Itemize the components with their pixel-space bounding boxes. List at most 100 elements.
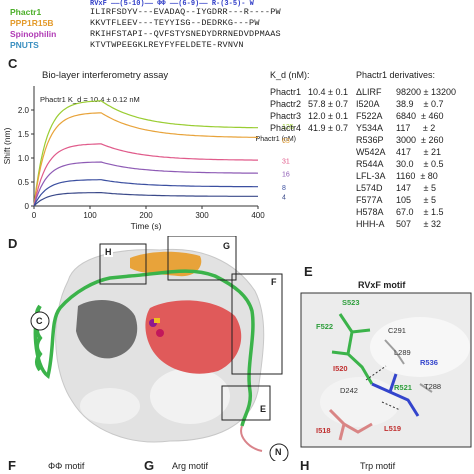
derivative-value: 3000 ± 260 (396, 135, 444, 145)
panel-label-f: F (8, 458, 16, 473)
derivative-value: 117 ± 2 (396, 123, 436, 133)
y-tick-label: 1.5 (18, 130, 30, 139)
panel-label-g: G (144, 458, 155, 473)
derivative-name: F577A (356, 195, 383, 205)
surface-highlight (150, 368, 230, 424)
panel-label-c: C (8, 56, 18, 71)
green-sticks (331, 313, 374, 385)
residue-label: T288 (424, 382, 442, 391)
kd-name: Phactr4 (270, 123, 302, 133)
series-line (33, 112, 258, 207)
derivative-value: 98200 ± 13200 (396, 87, 456, 97)
series-line (33, 179, 258, 207)
y-tick-label: 0.5 (18, 178, 30, 187)
derivative-name: I520A (356, 99, 380, 109)
c-terminus-label: C (36, 316, 43, 326)
panel-label-d: D (8, 236, 18, 251)
series-label: 125 (282, 124, 294, 131)
derivative-name: R536P (356, 135, 384, 145)
c-terminus-circle (30, 311, 50, 331)
kd-annotation: Phactr1 K_d = 10.4 ± 0.12 nM (40, 95, 140, 104)
box-e (221, 385, 271, 421)
kd-value: 10.4 ± 0.1 (308, 87, 348, 97)
inset-surface (320, 377, 400, 427)
derivative-value: 417 ± 21 (396, 147, 441, 157)
peptide-chain (33, 269, 255, 427)
seq-phactr1: ILIRFSDYV---EVADAQ--IYGDRR---R----PW (90, 7, 281, 17)
derivative-value: 1160 ± 80 (396, 171, 438, 181)
box-f (231, 273, 283, 375)
derivative-value: 67.0 ± 1.5 (396, 207, 444, 217)
peptide-tail (240, 425, 263, 452)
y-tick-label: 1.0 (18, 154, 30, 163)
x-axis-label: Time (s) (131, 221, 162, 231)
phosphate (154, 318, 160, 323)
residue-label: R536 (420, 358, 438, 367)
series-line (33, 143, 258, 207)
pink-sticks (328, 408, 373, 441)
motif-header: RVxF ——(5-10)—— ΦΦ ——(6-9)—— R-(3-5)- W (90, 0, 254, 8)
derivative-value: 507 ± 32 (396, 219, 441, 229)
derivative-value: 6840 ± 460 (396, 111, 444, 121)
series-line (33, 100, 258, 207)
x-tick-label: 400 (251, 211, 265, 220)
x-tick-label: 0 (32, 211, 37, 220)
bli-chart: 0 100 200 300 400 0 0.5 1.0 1.5 2.0 Time (s) Shift … (2, 86, 296, 231)
panel-label-e: E (304, 264, 313, 279)
derivative-name: H578A (356, 207, 384, 217)
inset-e-structure (300, 292, 472, 448)
hbond (365, 365, 401, 411)
panel-h-title: Trp motif (360, 461, 396, 471)
surface-highlight (80, 388, 140, 424)
n-terminus-label: N (275, 447, 282, 457)
y-tick-label: 2.0 (18, 106, 30, 115)
y-axis-label: Shift (nm) (2, 127, 12, 164)
kd-header: K_d (nM): (270, 70, 310, 80)
series-label: 31 (282, 158, 290, 165)
panel-label-h: H (300, 458, 310, 473)
seq-name-pnuts: PNUTS (10, 40, 39, 50)
y-tick-label: 0 (25, 202, 30, 211)
derivatives-header: Phactr1 derivatives: (356, 70, 436, 80)
derivative-name: W542A (356, 147, 386, 157)
kd-value: 57.8 ± 0.7 (308, 99, 348, 109)
derivative-name: ΔLIRF (356, 87, 382, 97)
n-terminus-circle (269, 443, 289, 461)
seq-pnuts: KTVTWPEEGKLREYFYFELDETE-RVNVN (90, 40, 244, 50)
derivative-name: Y534A (356, 123, 384, 133)
kd-name: Phactr3 (270, 111, 302, 121)
derivative-value: 38.9 ± 0.7 (396, 99, 444, 109)
derivative-value: 105 ± 5 (396, 195, 436, 205)
blue-sticks (371, 373, 420, 417)
legend-title: Phactr1 (nM) (256, 136, 296, 143)
residue-label: I518 (316, 426, 331, 435)
residue-label: S523 (342, 298, 360, 307)
series-label: 16 (282, 171, 290, 178)
derivative-name: LFL-3A (356, 171, 386, 181)
panel-g-title: Arg motif (172, 461, 209, 471)
box-label-e: E (259, 404, 268, 414)
kd-value: 12.0 ± 0.1 (308, 111, 348, 121)
box-label-h: H (104, 247, 113, 257)
seq-name-phactr1: Phactr1 (10, 7, 42, 17)
residue-label: I520 (333, 364, 348, 373)
seq-ppp1r15b: KKVTFLEEV---TEYYISG--DEDRKG---PW (90, 18, 260, 28)
x-tick-label: 300 (195, 211, 209, 220)
dark-patch (76, 300, 138, 359)
box-h (99, 243, 147, 285)
structure-surface (30, 236, 289, 461)
x-tick-label: 200 (139, 211, 153, 220)
series-line (33, 161, 259, 207)
kd-name: Phactr2 (270, 99, 302, 109)
derivative-value: 30.0 ± 0.5 (396, 159, 444, 169)
chart-title: Bio-layer interferometry assay (42, 70, 169, 81)
red-patch (145, 300, 242, 374)
kd-name: Phactr1 (270, 87, 302, 97)
seq-name-spinophilin: Spinophilin (10, 29, 57, 39)
derivative-name: F522A (356, 111, 383, 121)
series-label: 63 (282, 138, 290, 145)
derivative-name: R544A (356, 159, 384, 169)
derivative-name: L574D (356, 183, 383, 193)
residue-label: F522 (316, 322, 334, 331)
residue-label: D242 (340, 386, 358, 395)
